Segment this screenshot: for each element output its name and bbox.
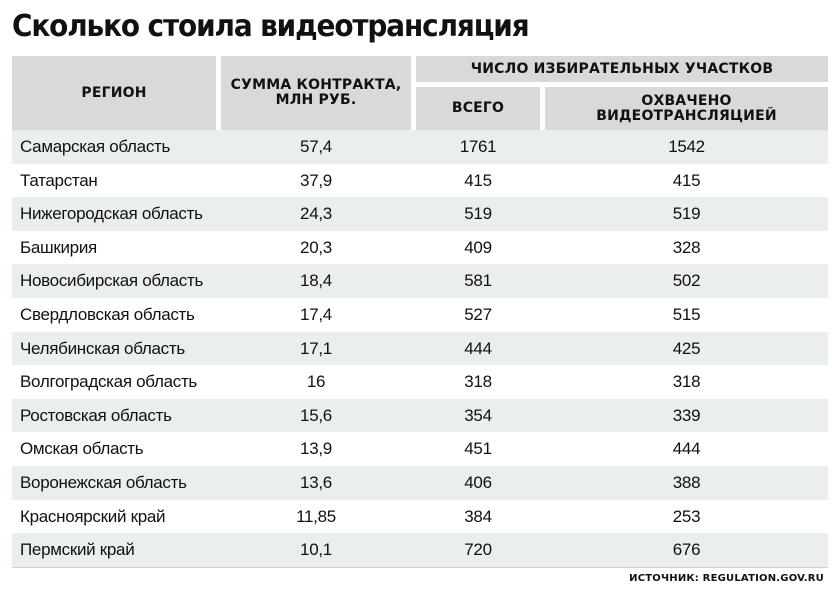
cell-total: 354: [464, 405, 492, 425]
cell-region: Самарская область: [20, 137, 171, 156]
column-group-header-polling-stations: ЧИСЛО ИЗБИРАТЕЛЬНЫХ УЧАСТКОВ: [416, 56, 828, 82]
cell-covered: 388: [672, 472, 701, 492]
table-row: Красноярский край 11,85 384 253: [12, 500, 828, 534]
cell-covered: 676: [672, 540, 701, 560]
table-row: Свердловская область 17,4 527 515: [12, 298, 828, 332]
table-row: Татарстан 37,9 415 415: [12, 164, 828, 198]
table-row: Башкирия 20,3 409 328: [12, 231, 828, 265]
cell-covered: 515: [672, 304, 701, 324]
page-title: Сколько стоила видеотрансляция: [12, 9, 530, 44]
cell-contract-sum: 37,9: [300, 170, 332, 190]
cell-contract-sum: 20,3: [300, 237, 332, 257]
table-row: Пермский край 10,1 720 676: [12, 533, 828, 567]
cell-total: 318: [464, 372, 492, 392]
source-note: ИСТОЧНИК: REGULATION.GOV.RU: [629, 573, 824, 584]
cell-total: 415: [464, 170, 492, 190]
table-row: Нижегородская область 24,3 519 519: [12, 197, 828, 231]
cell-region: Омская область: [20, 439, 144, 459]
cell-total: 720: [464, 540, 492, 560]
cell-contract-sum: 17,1: [300, 338, 332, 358]
column-header-covered: ОХВАЧЕНО ВИДЕОТРАНСЛЯЦИЕЙ: [545, 87, 828, 130]
cell-region: Пермский край: [20, 540, 135, 560]
table-row: Самарская область 57,4 1761 1542: [12, 130, 828, 164]
table-row: Новосибирская область 18,4 581 502: [12, 264, 828, 298]
cell-covered: 519: [672, 204, 701, 224]
cell-contract-sum: 13,6: [300, 472, 332, 492]
cell-region: Новосибирская область: [20, 271, 204, 291]
table-body: Самарская область 57,4 1761 1542 Татарст…: [12, 130, 828, 567]
cell-covered: 328: [672, 237, 701, 257]
cell-region: Воронежская область: [20, 472, 187, 492]
cell-covered: 502: [672, 271, 701, 291]
cell-region: Красноярский край: [20, 506, 166, 526]
cell-region: Башкирия: [20, 237, 97, 257]
cell-total: 409: [464, 237, 492, 257]
cell-covered: 339: [672, 405, 701, 425]
cell-region: Свердловская область: [20, 304, 195, 324]
cell-region: Волгоградская область: [20, 372, 197, 392]
cell-covered: 253: [672, 506, 701, 526]
cell-total: 451: [464, 439, 492, 459]
cell-contract-sum: 16: [306, 372, 326, 392]
cell-contract-sum: 13,9: [300, 439, 332, 459]
cell-covered: 444: [672, 439, 701, 459]
column-header-total: ВСЕГО: [416, 87, 540, 130]
cell-total: 527: [464, 304, 492, 324]
cell-covered: 415: [672, 170, 701, 190]
table-row: Омская область 13,9 451 444: [12, 432, 828, 466]
cell-region: Нижегородская область: [20, 204, 203, 224]
cell-region: Татарстан: [20, 170, 98, 190]
cell-total: 1761: [459, 137, 497, 156]
cell-contract-sum: 57,4: [300, 137, 332, 156]
cell-contract-sum: 10,1: [300, 540, 332, 560]
cell-region: Челябинская область: [20, 338, 185, 358]
cell-contract-sum: 17,4: [300, 304, 332, 324]
cell-total: 581: [464, 271, 492, 291]
cell-total: 384: [464, 506, 492, 526]
table-row: Воронежская область 13,6 406 388: [12, 465, 828, 500]
cell-total: 444: [464, 338, 492, 358]
table-row: Волгоградская область 16 318 318: [12, 365, 828, 399]
cell-total: 519: [464, 204, 492, 224]
cell-region: Ростовская область: [20, 405, 172, 425]
cell-contract-sum: 15,6: [300, 405, 332, 425]
table-bottom-divider: [12, 567, 828, 568]
cell-contract-sum: 18,4: [300, 271, 332, 291]
column-header-contract-sum: СУММА КОНТРАКТА, МЛН РУБ.: [221, 56, 411, 130]
cell-covered: 425: [672, 338, 701, 358]
table-row: Челябинская область 17,1 444 425: [12, 331, 828, 366]
cell-contract-sum: 24,3: [300, 204, 332, 224]
cell-covered: 1542: [668, 137, 705, 156]
cell-covered: 318: [672, 372, 701, 392]
table-header: РЕГИОН СУММА КОНТРАКТА, МЛН РУБ. ЧИСЛО И…: [12, 56, 828, 130]
cell-contract-sum: 11,85: [296, 506, 336, 526]
table-row: Ростовская область 15,6 354 339: [12, 398, 828, 433]
cell-total: 406: [464, 472, 492, 492]
column-header-region: РЕГИОН: [12, 56, 216, 130]
